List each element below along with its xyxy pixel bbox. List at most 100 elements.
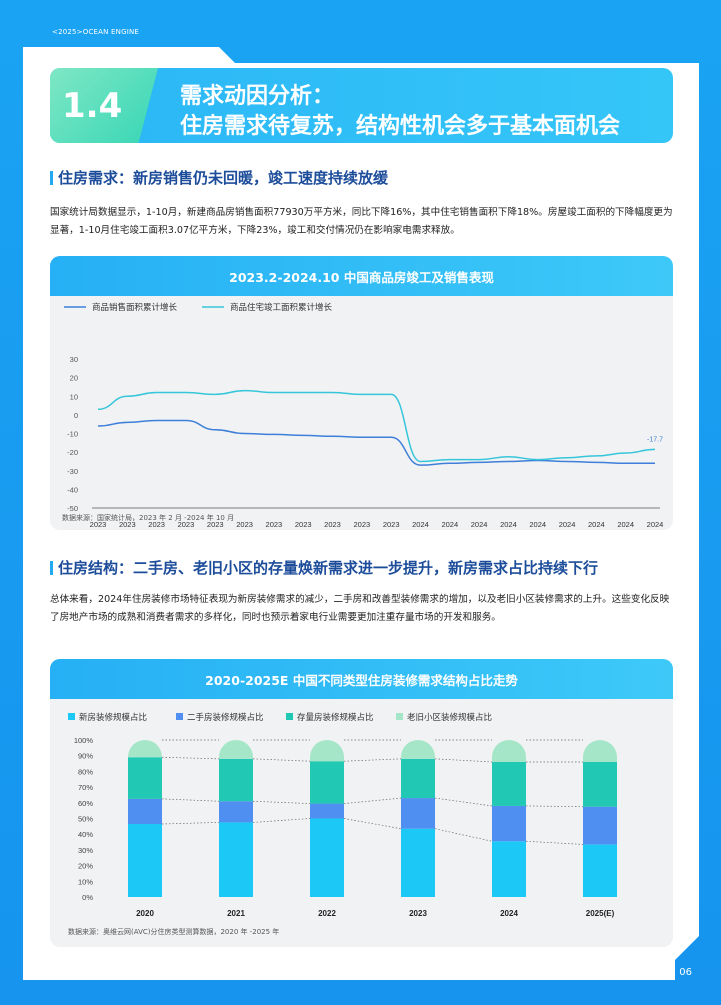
subsection-heading-text: 住房需求：新房销售仍未回暖，竣工速度持续放缓 (58, 169, 389, 187)
y-tick-label: 0 (74, 411, 78, 420)
bar-segment-1 (310, 818, 344, 897)
y-tick-label: 20% (78, 862, 93, 871)
x-tick-year: 2023 (90, 520, 107, 529)
legend-label-2: 商品住宅竣工面积累计增长 (230, 302, 333, 312)
segment-connector-line (343, 797, 402, 804)
bar-segment-1 (219, 822, 253, 897)
chart-card-renovation-structure: 2020-2025E 中国不同类型住房装修需求结构占比走势 新房装修规模占比 二手… (50, 659, 673, 947)
segment-connector-line (161, 822, 220, 825)
y-tick-label: 40% (78, 830, 93, 839)
y-tick-label: 10% (78, 877, 93, 886)
legend-label-2: 二手房装修规模占比 (187, 712, 264, 722)
y-tick-label: 90% (78, 752, 93, 761)
series-line-1 (97, 419, 655, 466)
line-chart: 商品销售面积累计增长 商品住宅竣工面积累计增长 30 20 10 0 -10 -20 -30 -4… (64, 302, 664, 529)
chart-title: 2020-2025E 中国不同类型住房装修需求结构占比走势 (50, 659, 673, 699)
segment-connector-line (343, 818, 402, 830)
legend-swatch-3 (286, 713, 293, 720)
bar-segment-2 (310, 803, 344, 819)
bar-segment-4 (128, 740, 162, 758)
bar-segment-4 (219, 740, 253, 759)
chart-source-note: 数据来源：奥维云网(AVC)分住房类型测算数据，2020 年 -2025 年 (68, 928, 280, 936)
y-tick-label: -30 (67, 467, 78, 476)
x-tick-year: 2024 (471, 520, 488, 529)
x-tick-year: 2024 (529, 520, 546, 529)
y-tick-label: 30 (70, 355, 78, 364)
y-tick-label: -10 (67, 430, 78, 439)
section-number: 1.4 (50, 68, 158, 143)
x-tick-year: 2023 (207, 520, 224, 529)
legend-label-3: 存量房装修规模占比 (297, 712, 374, 722)
bar-segment-1 (401, 828, 435, 897)
segment-connector-line (525, 805, 584, 808)
paragraph-housing-demand: 国家统计局数据显示，1-10月，新建商品房销售面积77930万平方米，同比下降1… (50, 207, 673, 236)
x-tick-year: 2024 (500, 520, 517, 529)
bar-segment-4 (401, 740, 435, 759)
x-tick-year: 2023 (324, 520, 341, 529)
section-title-line1: 需求动因分析： (180, 84, 335, 109)
y-tick-label: -40 (67, 485, 78, 494)
x-tick-year: 2023 (148, 520, 165, 529)
bar-segment-3 (583, 761, 617, 807)
heading-accent-bar (50, 171, 53, 185)
bar-segment-1 (583, 844, 617, 897)
chart-card-completion-sales: 2023.2-2024.10 中国商品房竣工及销售表现 商品销售面积累计增长 商品… (50, 256, 673, 530)
bar-segment-2 (583, 806, 617, 845)
x-tick-year: 2024 (588, 520, 605, 529)
x-tick-year: 2023 (236, 520, 253, 529)
bar-segment-4 (310, 740, 344, 762)
x-tick-year: 2024 (647, 520, 664, 529)
bar-segment-3 (492, 761, 526, 806)
legend-label-1: 新房装修规模占比 (79, 712, 147, 722)
section-title-line2: 住房需求待复苏，结构性机会多于基本面机会 (180, 114, 621, 139)
legend-label-1: 商品销售面积累计增长 (92, 302, 178, 312)
heading-accent-bar (50, 561, 53, 575)
subsection-heading-housing-structure: 住房结构：二手房、老旧小区的存量焕新需求进一步提升，新房需求占比持续下行 (50, 557, 598, 578)
subsection-heading-housing-demand: 住房需求：新房销售仍未回暖，竣工速度持续放缓 (50, 167, 388, 188)
segment-connector-line (434, 828, 493, 842)
x-tick-year: 2023 (178, 520, 195, 529)
bar-segment-1 (128, 823, 162, 897)
x-tick-year: 2024 (412, 520, 429, 529)
bar-segment-2 (128, 798, 162, 824)
page-number: 06 (679, 967, 692, 978)
y-tick-label: 100% (74, 736, 94, 745)
y-tick-label: 0% (82, 893, 93, 902)
bar-segment-4 (583, 740, 617, 762)
x-tick-label: 2024 (500, 909, 518, 918)
bar-segment-3 (219, 758, 253, 802)
data-label-last-value: -17.7 (647, 436, 663, 443)
bar-segment-2 (401, 798, 435, 829)
y-tick-label: -50 (67, 504, 78, 513)
x-tick-year: 2023 (295, 520, 312, 529)
y-tick-label: 60% (78, 799, 93, 808)
segment-connector-line (434, 758, 493, 763)
stacked-bar-chart: 新房装修规模占比 二手房装修规模占比 存量房装修规模占比 老旧小区装修规模占比 100%… (68, 712, 617, 918)
bar-segment-3 (401, 758, 435, 799)
bar-segment-4 (492, 740, 526, 762)
x-tick-label: 2020 (136, 909, 154, 918)
segment-connector-line (252, 758, 311, 762)
x-tick-year: 2023 (266, 520, 283, 529)
x-tick-year: 2024 (559, 520, 576, 529)
segment-connector-line (161, 756, 220, 760)
y-tick-label: 10 (70, 392, 78, 401)
section-header-banner: 1.4 需求动因分析： 住房需求待复苏，结构性机会多于基本面机会 (50, 68, 673, 143)
chart-title: 2023.2-2024.10 中国商品房竣工及销售表现 (50, 256, 673, 296)
subsection-heading-text: 住房结构：二手房、老旧小区的存量焕新需求进一步提升，新房需求占比持续下行 (58, 559, 599, 577)
x-tick-label: 2022 (318, 909, 336, 918)
segment-connector-line (252, 818, 311, 823)
y-tick-label: -20 (67, 448, 78, 457)
legend-label-4: 老旧小区装修规模占比 (407, 712, 492, 722)
bar-segment-3 (310, 761, 344, 804)
x-tick-label: 2021 (227, 909, 245, 918)
bar-segment-3 (128, 757, 162, 799)
segment-connector-line (525, 840, 584, 845)
y-tick-label: 70% (78, 783, 93, 792)
y-tick-label: 20 (70, 374, 78, 383)
x-tick-year: 2023 (353, 520, 370, 529)
x-tick-year: 2023 (119, 520, 136, 529)
bar-segment-1 (492, 841, 526, 897)
report-brand: <2025>OCEAN ENGINE (52, 28, 140, 36)
legend-swatch-2 (176, 713, 183, 720)
